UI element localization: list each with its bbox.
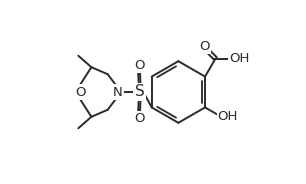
Text: N: N	[113, 86, 122, 98]
Text: O: O	[134, 59, 145, 72]
Text: OH: OH	[230, 52, 250, 65]
Text: OH: OH	[218, 110, 238, 123]
Text: S: S	[135, 84, 144, 100]
Text: O: O	[75, 86, 85, 98]
Text: O: O	[134, 112, 145, 125]
Text: O: O	[199, 40, 210, 53]
